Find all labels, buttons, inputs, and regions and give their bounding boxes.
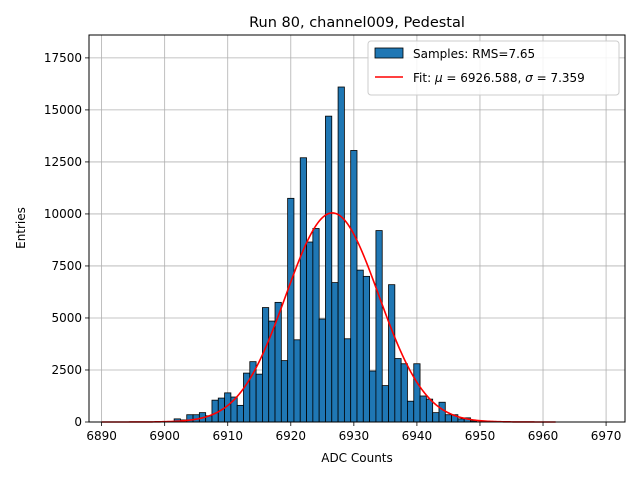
histogram-bar — [236, 404, 244, 423]
y-tick-label: 7500 — [51, 259, 82, 273]
legend-mu-symbol: μ — [434, 71, 443, 85]
plot-frame — [88, 34, 626, 423]
histogram-bar — [306, 241, 314, 423]
histogram-bars — [173, 86, 478, 423]
x-tick-label: 6920 — [276, 429, 307, 443]
legend-samples-label: Samples: RMS=7.65 — [413, 47, 535, 61]
x-tick-label: 6930 — [339, 429, 370, 443]
histogram-bar — [444, 414, 452, 423]
histogram-bar — [293, 339, 301, 423]
histogram-bar — [356, 269, 364, 423]
legend-sigma-value: = 7.359 — [533, 71, 585, 85]
y-tick-label: 15000 — [44, 103, 82, 117]
histogram-bar — [312, 228, 320, 423]
histogram-bar — [331, 282, 339, 423]
histogram-bar — [388, 284, 396, 423]
x-tick-label: 6960 — [528, 429, 559, 443]
histogram-bar — [318, 318, 326, 423]
x-tick-label: 6970 — [591, 429, 622, 443]
y-tick-label: 5000 — [51, 311, 82, 325]
histogram-bar — [400, 363, 408, 423]
legend-sigma-symbol: σ — [525, 71, 533, 85]
histogram-bar — [299, 157, 307, 423]
legend-fit-label: Fit: μ = 6926.588, σ = 7.359 — [413, 71, 585, 85]
histogram-bar — [287, 197, 295, 423]
legend: Samples: RMS=7.65 Fit: μ = 6926.588, σ =… — [367, 40, 620, 96]
legend-samples-swatch — [374, 47, 404, 59]
histogram-bar — [381, 385, 389, 423]
chart-title: Run 80, channel009, Pedestal — [249, 15, 465, 31]
histogram-bar — [425, 398, 434, 423]
histogram-bar — [432, 412, 440, 423]
histogram-bar — [280, 360, 289, 423]
histogram-bar — [394, 358, 402, 423]
y-tick-label: 2500 — [51, 363, 82, 377]
histogram-bar — [413, 363, 421, 423]
y-tick-label: 17500 — [44, 51, 82, 65]
legend-box — [367, 40, 620, 96]
x-tick-label: 6890 — [86, 429, 117, 443]
histogram-bar — [407, 400, 415, 423]
y-axis-ticks: 0 2500 5000 7500 10000 12500 15000 17500 — [44, 51, 89, 429]
legend-fit-prefix: Fit: — [413, 71, 435, 85]
x-tick-label: 6900 — [149, 429, 180, 443]
histogram-bar — [369, 370, 377, 423]
y-tick-label: 12500 — [44, 155, 82, 169]
histogram-bar — [255, 373, 263, 423]
x-tick-label: 6950 — [465, 429, 496, 443]
x-tick-label: 6910 — [212, 429, 243, 443]
x-axis-ticks: 6890 6900 6910 6920 6930 6940 6950 6960 6970 — [86, 422, 621, 443]
histogram-bar — [350, 150, 358, 423]
fit-curve — [101, 212, 556, 423]
histogram-bar — [419, 395, 427, 423]
histogram-bar — [362, 275, 371, 423]
histogram-bar — [337, 86, 345, 423]
y-tick-label: 10000 — [44, 207, 82, 221]
histogram-bar — [262, 307, 270, 423]
y-tick-label: 0 — [74, 415, 82, 429]
histogram-bar — [438, 401, 446, 423]
histogram-bar — [325, 115, 333, 423]
legend-mu-value: = 6926.588, — [443, 71, 526, 85]
histogram-bar — [343, 338, 352, 423]
x-tick-label: 6940 — [402, 429, 433, 443]
y-axis-label: Entries — [14, 207, 28, 249]
x-axis-label: ADC Counts — [321, 451, 393, 465]
histogram-bar — [375, 230, 383, 423]
histogram-bar — [211, 399, 219, 423]
